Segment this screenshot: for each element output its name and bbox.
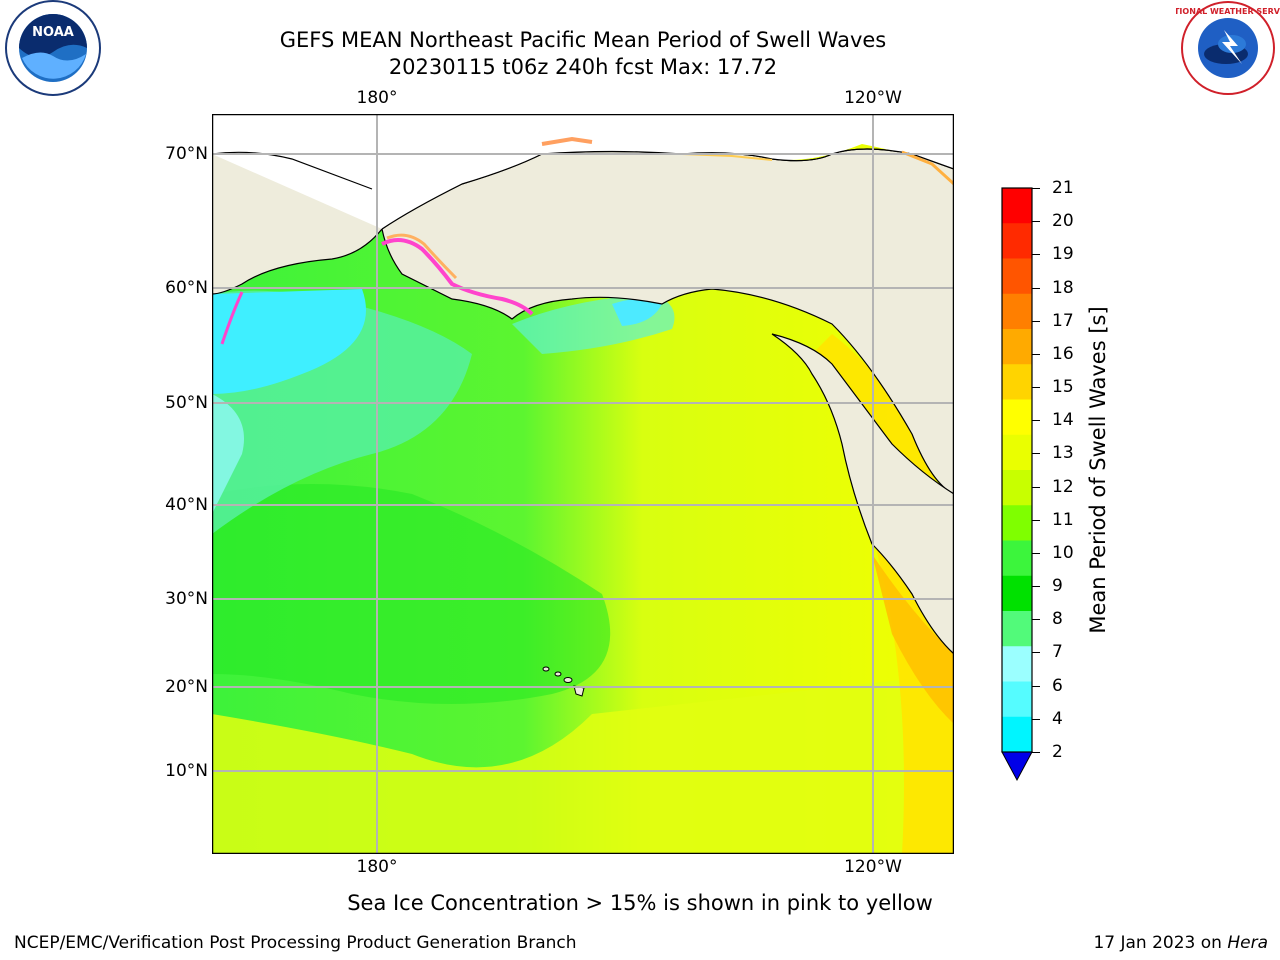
colorbar-tick (1032, 188, 1040, 189)
lon-label-bottom-180: 180° (356, 857, 398, 877)
lon-label-bottom-120w: 120°W (844, 857, 902, 877)
colorbar-tick (1032, 320, 1040, 322)
noaa-logo-text: NOAA (32, 25, 74, 40)
colorbar-tick (1032, 387, 1040, 389)
colorbar-cell (1002, 293, 1032, 330)
colorbar-tick-label: 2 (1052, 742, 1063, 762)
colorbar-tick (1032, 453, 1040, 455)
colorbar-cell (1002, 258, 1032, 295)
colorbar-cell (1002, 681, 1032, 718)
colorbar-tick-label: 9 (1052, 576, 1063, 597)
colorbar-cell (1002, 329, 1032, 365)
lat-label-10n: 10°N (165, 761, 208, 781)
nws-logo-text: NATIONAL WEATHER SERVICE (1176, 7, 1280, 16)
map-subtitle: 20230115 t06z 240h fcst Max: 17.72 (388, 55, 778, 79)
colorbar-cell (1002, 611, 1032, 647)
colorbar-tick (1032, 486, 1040, 488)
colorbar-tick (1032, 287, 1040, 289)
colorbar-cell (1002, 716, 1032, 753)
colorbar-cell (1002, 470, 1032, 506)
colorbar (1001, 187, 1033, 782)
colorbar-tick (1032, 221, 1040, 223)
lon-label-top-120w: 120°W (844, 88, 902, 108)
run-date-text: 17 Jan 2023 on (1093, 933, 1228, 953)
run-machine: Hera (1227, 933, 1268, 953)
nws-logo: NATIONAL WEATHER SERVICE (1176, 1, 1280, 95)
colorbar-tick (1032, 619, 1040, 621)
colorbar-tick-label: 18 (1052, 277, 1074, 298)
colorbar-cell (1002, 399, 1032, 436)
colorbar-tick-label: 19 (1052, 244, 1074, 265)
colorbar-cell (1002, 646, 1032, 682)
map-panel (212, 114, 954, 854)
colorbar-tick-label: 11 (1052, 509, 1074, 530)
colorbar-tick-label: 20 (1052, 211, 1074, 232)
colorbar-tick (1032, 519, 1040, 521)
colorbar-tick (1032, 552, 1040, 554)
colorbar-cell (1002, 188, 1032, 224)
colorbar-tick-label: 15 (1052, 377, 1074, 398)
colorbar-tick-label: 16 (1052, 343, 1074, 364)
colorbar-tick (1032, 353, 1040, 355)
colorbar-cell (1002, 505, 1032, 541)
sea-ice-note: Sea Ice Concentration > 15% is shown in … (347, 891, 933, 915)
colorbar-tick (1032, 420, 1040, 422)
colorbar-tick (1032, 752, 1040, 753)
colorbar-tick (1032, 685, 1040, 687)
producer-credit: NCEP/EMC/Verification Post Processing Pr… (14, 933, 577, 953)
colorbar-tick-label: 8 (1052, 609, 1063, 630)
colorbar-title: Mean Period of Swell Waves [s] (1086, 306, 1110, 634)
colorbar-cell (1002, 540, 1032, 577)
lat-label-30n: 30°N (165, 589, 208, 609)
colorbar-tick-label: 6 (1052, 675, 1063, 696)
colorbar-tick-label: 13 (1052, 443, 1074, 464)
colorbar-tick (1032, 586, 1040, 588)
colorbar-tick-label: 4 (1052, 708, 1063, 729)
map-title: GEFS MEAN Northeast Pacific Mean Period … (279, 28, 887, 52)
colorbar-tick-label: 12 (1052, 476, 1074, 497)
colorbar-tick-label: 7 (1052, 642, 1063, 663)
lat-label-60n: 60°N (165, 278, 208, 298)
colorbar-tick (1032, 718, 1040, 720)
colorbar-cell (1002, 575, 1032, 612)
lat-label-70n: 70°N (165, 144, 208, 164)
colorbar-tick (1032, 254, 1040, 256)
colorbar-tick-label: 17 (1052, 310, 1074, 331)
colorbar-tick-label: 10 (1052, 542, 1074, 563)
colorbar-cell (1002, 223, 1032, 259)
colorbar-cell (1002, 364, 1032, 400)
colorbar-tick-label: 14 (1052, 410, 1074, 431)
colorbar-tick (1032, 652, 1040, 654)
run-date: 17 Jan 2023 on Hera (1093, 933, 1268, 953)
colorbar-tick-label: 21 (1052, 178, 1074, 198)
lat-label-40n: 40°N (165, 495, 208, 515)
lat-label-20n: 20°N (165, 677, 208, 697)
colorbar-cell (1002, 434, 1032, 471)
lon-label-top-180: 180° (356, 88, 398, 108)
noaa-logo: NOAA (5, 0, 101, 96)
lat-label-50n: 50°N (165, 393, 208, 413)
